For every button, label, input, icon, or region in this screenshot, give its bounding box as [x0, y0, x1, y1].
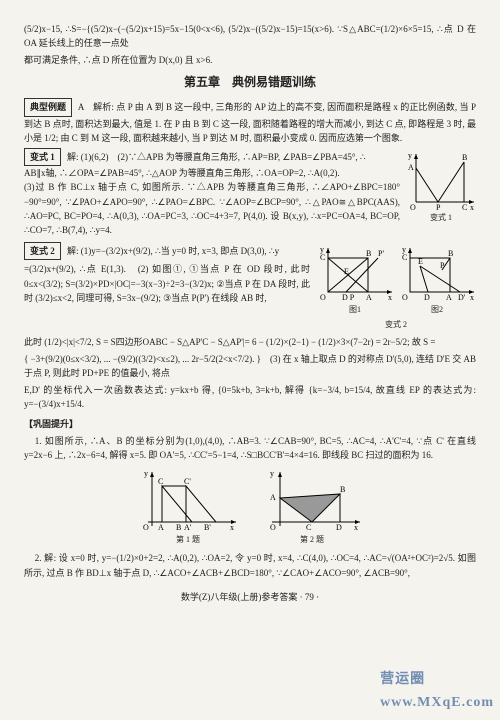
svg-text:P: P	[436, 203, 441, 210]
variant2-fig1-caption: 图1	[349, 304, 361, 317]
variant1-fig-caption: 变式 1	[430, 212, 452, 225]
variant1-label: 变式 1	[24, 148, 61, 166]
svg-text:D P: D P	[342, 293, 355, 302]
svg-text:A': A'	[184, 523, 192, 532]
classic-text: A 解析: 点 P 由 A 到 B 这一段中, 三角形的 AP 边上的高不变, …	[24, 102, 476, 143]
svg-text:x: x	[230, 523, 234, 532]
variant2-figure1: y C B P' O D P A x E	[316, 244, 394, 302]
consolidate-figure1-wrap: y C C' O A B A' B' x 第 1 题	[138, 468, 238, 547]
svg-text:B: B	[176, 523, 181, 532]
svg-text:B: B	[448, 249, 453, 258]
classic-example: 典型例题 A 解析: 点 P 由 A 到 B 这一段中, 三角形的 AP 边上的…	[24, 98, 476, 145]
variant2-side-caption: 变式 2	[316, 319, 476, 332]
svg-text:B': B'	[204, 523, 211, 532]
svg-text:P: P	[440, 261, 445, 270]
svg-text:B: B	[340, 485, 345, 494]
svg-text:C: C	[402, 253, 407, 262]
consolidate-fig1-caption: 第 1 题	[176, 534, 200, 547]
consolidate-item2: 2. 解: 设 x=0 时, y=−(1/2)×0+2=2, ∴A(0,2), …	[24, 551, 476, 580]
svg-text:C: C	[306, 523, 311, 532]
variant1-text: 解: (1)(6,2) (2)∵△APB 为等腰直角三角形, ∴AP=BP, ∠…	[24, 152, 402, 236]
variant1-figure-wrap: y A O P C x B 变式 1	[406, 150, 476, 225]
svg-text:A: A	[408, 163, 414, 172]
svg-text:y: y	[144, 469, 148, 478]
svg-text:D: D	[336, 523, 342, 532]
svg-text:x: x	[470, 203, 474, 210]
variant2-pre-text: 解: (1)y=−(3/2)x+(9/2), ∴当 y=0 时, x=3, 即点…	[67, 246, 279, 256]
consolidate-item1: 1. 如图所示, ∴A、B 的坐标分别为(1,0),(4,0), ∴AB=3. …	[24, 434, 476, 463]
consolidate-figure1: y C C' O A B A' B' x	[138, 468, 238, 532]
svg-text:y: y	[408, 151, 412, 160]
svg-text:C': C'	[184, 477, 191, 486]
variant2-label: 变式 2	[24, 242, 61, 260]
variant2-brace: { −3+(9/2)(0≤x<3/2), ... −(9/2)((3/2)<x≤…	[24, 352, 476, 381]
variant2-text3: E,D' 的坐标代入一次函数表达式: y=kx+b 得, {0=5k+b, 3=…	[24, 383, 476, 412]
svg-text:A: A	[270, 493, 276, 502]
consolidate-head: 【巩固提升】	[24, 417, 476, 431]
svg-text:O: O	[270, 523, 276, 532]
svg-text:A: A	[446, 293, 452, 302]
consolidate-figure2: y A O C D B x	[262, 468, 362, 532]
variant2-fig2-caption: 图2	[431, 304, 443, 317]
section-title: 第五章 典例易错题训练	[24, 73, 476, 92]
svg-text:P': P'	[378, 249, 384, 258]
page-footer: 数学(Z)八年级(上册)参考答案 · 79 ·	[24, 590, 476, 604]
svg-text:x: x	[470, 293, 474, 302]
watermark: 营运圈 www.MXqE.com	[380, 669, 494, 714]
svg-text:E: E	[418, 257, 423, 266]
consolidate-fig2-caption: 第 2 题	[300, 534, 324, 547]
svg-text:D': D'	[458, 293, 466, 302]
consolidate-figure2-wrap: y A O C D B x 第 2 题	[262, 468, 362, 547]
top-equation-2: 都可满足条件, ∴点 D 所在位置为 D(x,0) 且 x>6.	[24, 53, 476, 67]
classic-label: 典型例题	[24, 98, 72, 116]
svg-text:B: B	[366, 249, 371, 258]
svg-text:C: C	[158, 477, 163, 486]
svg-text:y: y	[270, 469, 274, 478]
svg-text:O: O	[410, 203, 416, 210]
svg-text:B: B	[462, 153, 467, 162]
variant1-figure: y A O P C x B	[406, 150, 476, 210]
svg-text:x: x	[388, 293, 392, 302]
top-equation: (5/2)x−15, ∴S=−{(5/2)x−(−(5/2)x+15)=5x−1…	[24, 22, 476, 51]
svg-text:C: C	[320, 253, 325, 262]
variant2-figure2: y C B P E O D A D' x	[398, 244, 476, 302]
svg-text:C: C	[462, 203, 467, 210]
svg-text:O: O	[143, 523, 149, 532]
svg-text:O: O	[402, 293, 408, 302]
svg-text:E: E	[344, 267, 349, 276]
svg-text:x: x	[354, 523, 358, 532]
svg-text:D: D	[424, 293, 430, 302]
svg-text:A: A	[366, 293, 372, 302]
svg-text:O: O	[320, 293, 326, 302]
variant2-figures: y C B P' O D P A x E 图1	[316, 244, 476, 332]
variant2-text2: 此时 (1/2)<|x|<7/2, S = S四边形OABC − S△AP'C …	[24, 335, 476, 349]
svg-text:A: A	[158, 523, 164, 532]
